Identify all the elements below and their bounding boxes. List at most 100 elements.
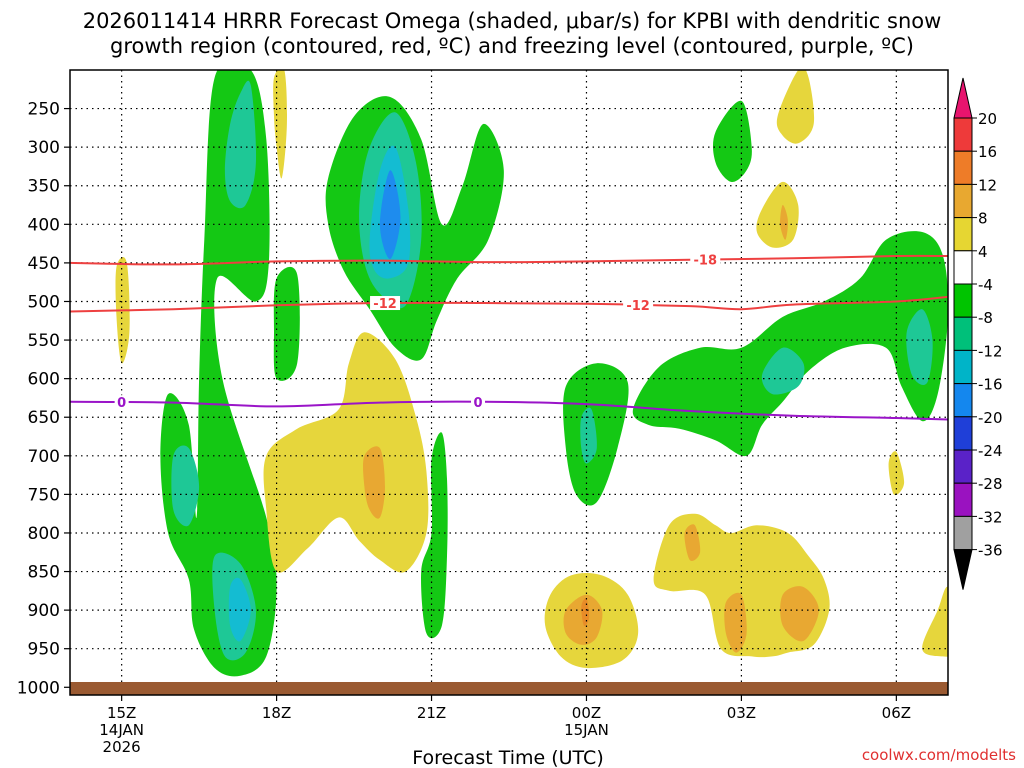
x-tick-label-15Z: 15Z	[107, 704, 136, 722]
y-tick-label-650: 650	[28, 408, 60, 428]
temperature-contours: -18 -12 -12 0 0	[70, 252, 948, 421]
colorbar-label-7: -12	[978, 342, 1003, 360]
y-tick-label-250: 250	[28, 100, 60, 120]
y-tick-label-550: 550	[28, 331, 60, 351]
ground-strip	[70, 682, 948, 695]
contour-label-3: 0	[117, 396, 126, 411]
colorbar-label-13: -36	[978, 542, 1003, 560]
y-tick-label-300: 300	[28, 138, 60, 158]
y-tick-label-800: 800	[28, 524, 60, 544]
omega-region-orange-26	[684, 524, 701, 561]
plot-frame	[69, 69, 949, 696]
omega-region-cyan-4	[228, 577, 251, 642]
omega-region-teal-13	[580, 407, 597, 464]
omega-region-orange-24	[363, 446, 385, 519]
omega-region-green-0	[160, 70, 277, 677]
omega-region-yellow-32	[888, 451, 905, 496]
colorbar-label-6: -8	[978, 309, 993, 327]
omega-region-teal-16	[906, 309, 933, 385]
colorbar-band-7	[953, 349, 973, 385]
contour-label-bg-3	[114, 395, 129, 410]
contour-label-0: -18	[694, 254, 718, 269]
contour-label-bg-0	[690, 252, 721, 267]
credit-link[interactable]: coolwx.com/modelts	[862, 746, 1016, 764]
chart-title-line1: 2026011414 HRRR Forecast Omega (shaded, …	[83, 9, 942, 33]
x-tick-label-21Z: 21Z	[417, 704, 446, 722]
omega-region-yellow-20	[776, 70, 815, 144]
y-tick-label-750: 750	[28, 485, 60, 505]
colorbar-band-12	[953, 515, 973, 551]
colorbar-band-11	[953, 482, 973, 517]
omega-region-teal-15	[761, 347, 805, 395]
colorbar: 20 16 12 8 4 -4 -8 -12 -16 -20 -24 -28 -32 -36	[953, 77, 1003, 590]
omega-region-blue-9	[379, 170, 401, 260]
y-tick-label-900: 900	[28, 601, 60, 621]
colorbar-label-4: 4	[978, 243, 988, 261]
x-tick-label-18Z: 18Z	[262, 704, 291, 722]
colorbar-band-3	[953, 217, 973, 252]
contour-line--12-1	[70, 295, 948, 313]
y-tick-label-400: 400	[28, 215, 60, 235]
x-tick-date-15Z: 14JAN	[99, 721, 144, 739]
colorbar-label-10: -24	[978, 442, 1003, 460]
omega-region-green-14	[632, 231, 948, 457]
y-tick-label-950: 950	[28, 640, 60, 660]
x-tick-label-00Z: 00Z	[572, 704, 601, 722]
omega-region-teal-1	[224, 80, 257, 209]
omega-region-green-11	[712, 100, 752, 183]
colorbar-band-1	[953, 150, 973, 185]
contour-label-2: -12	[626, 299, 650, 314]
omega-region-yellow-18	[273, 70, 287, 179]
colorbar-label-3: 8	[978, 210, 988, 228]
colorbar-cap-top	[953, 77, 973, 119]
omega-region-yellow-33	[922, 586, 948, 657]
y-axis: 250 300 350 400 450 500 550 600 650 700 750 800 850 9…	[17, 100, 70, 698]
y-tick-label-500: 500	[28, 292, 60, 312]
colorbar-cap-bottom	[953, 549, 973, 590]
contour-line--18-0	[70, 254, 948, 266]
colorbar-band-10	[953, 449, 973, 484]
colorbar-label-1: 16	[978, 143, 997, 161]
omega-region-orange-22	[780, 204, 788, 240]
omega-region-dorange-31	[581, 598, 590, 627]
colorbar-label-2: 12	[978, 176, 997, 194]
y-tick-label-700: 700	[28, 447, 60, 467]
colorbar-label-5: -4	[978, 276, 993, 294]
contour-label-bg-1	[370, 296, 401, 311]
omega-region-teal-2	[171, 445, 200, 527]
colorbar-band-2	[953, 183, 973, 219]
chart-title-line2: growth region (contoured, red, ºC) and f…	[110, 34, 914, 58]
y-tick-label-450: 450	[28, 254, 60, 274]
x-tick-year-15Z: 2026	[103, 738, 141, 756]
colorbar-label-0: 20	[978, 110, 997, 128]
colorbar-label-8: -16	[978, 376, 1003, 394]
omega-region-orange-28	[780, 586, 819, 642]
colorbar-label-12: -32	[978, 508, 1003, 526]
y-tick-label-1000: 1000	[17, 678, 60, 698]
contour-label-bg-2	[623, 297, 654, 312]
omega-shaded-regions	[115, 70, 948, 677]
y-tick-label-350: 350	[28, 177, 60, 197]
omega-region-green-5	[273, 266, 300, 381]
omega-region-yellow-21	[756, 181, 799, 248]
contour-line-0-3	[70, 400, 948, 421]
colorbar-label-9: -20	[978, 409, 1003, 427]
x-tick-label-06Z: 06Z	[882, 704, 911, 722]
colorbar-band-6	[953, 316, 973, 351]
omega-region-green-10	[421, 432, 448, 639]
colorbar-band-9	[953, 416, 973, 451]
x-tick-label-03Z: 03Z	[727, 704, 756, 722]
colorbar-band-4	[953, 250, 973, 285]
contour-label-4: 0	[473, 396, 482, 411]
colorbar-label-11: -28	[978, 475, 1003, 493]
y-tick-label-850: 850	[28, 563, 60, 583]
colorbar-band-5	[953, 283, 973, 318]
colorbar-band-0	[953, 117, 973, 152]
y-tick-label-600: 600	[28, 370, 60, 390]
x-axis-label: Forecast Time (UTC)	[412, 747, 603, 768]
colorbar-band-8	[953, 383, 973, 418]
contour-label-bg-4	[471, 394, 486, 409]
omega-region-yellow-23	[263, 332, 429, 573]
